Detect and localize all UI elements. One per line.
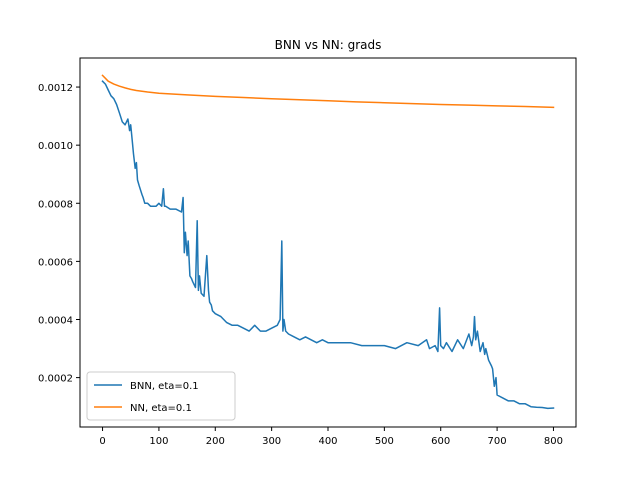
legend-box [86, 371, 236, 421]
legend-label-bnn: BNN, eta=0.1 [130, 381, 199, 392]
legend: BNN, eta=0.1 NN, eta=0.1 [86, 371, 236, 421]
plot-area-frame [79, 57, 577, 428]
x-axis-ticks: 0 100 200 300 400 500 600 700 800 [99, 427, 563, 447]
y-tick-label: 0.0012 [38, 83, 73, 94]
x-tick-label: 700 [488, 436, 507, 447]
legend-label-nn: NN, eta=0.1 [130, 403, 192, 414]
series-line-bnn [101, 80, 555, 410]
y-axis-ticks: 0.0002 0.0004 0.0006 0.0008 0.0010 0.0012 [38, 83, 80, 385]
y-tick-label: 0.0006 [38, 257, 73, 268]
x-tick-label: 800 [544, 436, 563, 447]
x-tick-label: 400 [318, 436, 337, 447]
x-tick-label: 600 [431, 436, 450, 447]
x-tick-label: 200 [206, 436, 225, 447]
x-tick-label: 500 [375, 436, 394, 447]
y-tick-label: 0.0010 [38, 141, 73, 152]
x-tick-label: 300 [262, 436, 281, 447]
series-line-nn [101, 74, 555, 109]
plot-lines [101, 74, 555, 410]
y-tick-label: 0.0008 [38, 199, 73, 210]
chart-title: BNN vs NN: grads [275, 38, 382, 52]
y-tick-label: 0.0004 [38, 315, 73, 326]
y-tick-label: 0.0002 [38, 374, 73, 385]
x-tick-label: 0 [99, 436, 105, 447]
x-tick-label: 100 [149, 436, 168, 447]
